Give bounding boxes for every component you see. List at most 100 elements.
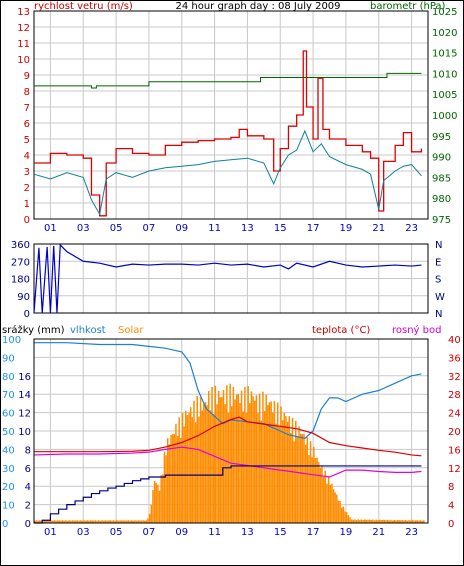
solar-bar xyxy=(68,520,70,523)
tick-label: 24 xyxy=(448,409,461,420)
solar-bar xyxy=(166,438,169,523)
solar-bar xyxy=(71,520,74,523)
plot-frame xyxy=(33,10,429,220)
solar-bar xyxy=(354,519,356,523)
solar-bar xyxy=(244,386,246,523)
right-axis-label: barometr (hPa) xyxy=(370,1,446,12)
tick-label: 70 xyxy=(2,390,15,401)
solar-bar xyxy=(98,520,100,523)
solar-bar xyxy=(311,457,313,523)
solar-bar xyxy=(48,520,51,523)
solar-bar xyxy=(206,405,208,523)
solar-bar xyxy=(344,511,346,523)
solar-bar xyxy=(234,399,236,523)
solar-bar xyxy=(204,401,207,523)
solar-bar xyxy=(250,391,253,523)
tick-label: 100 xyxy=(2,335,21,346)
solar-bar xyxy=(81,520,84,523)
solar-bar xyxy=(247,386,249,523)
solar-bar xyxy=(418,520,420,523)
solar-bar xyxy=(111,520,113,523)
solar-bar xyxy=(185,410,187,523)
rain-label: srážky (mm) xyxy=(2,324,65,336)
solar-bar xyxy=(314,458,317,523)
solar-bar xyxy=(84,520,87,523)
series-humidity xyxy=(34,342,422,440)
tick-label: 36 xyxy=(448,353,461,364)
solar-bar xyxy=(409,520,412,523)
solar-bar xyxy=(175,423,177,523)
series-pressure xyxy=(34,72,422,89)
solar-bar xyxy=(237,394,240,523)
tick-label: 15 xyxy=(274,527,287,538)
solar-bar xyxy=(337,500,340,523)
solar-bar xyxy=(168,444,171,523)
left-axis-label: rychlost vetru (m/s) xyxy=(34,1,133,12)
solar-bar xyxy=(368,519,371,523)
solar-bar xyxy=(178,417,180,523)
solar-bar xyxy=(362,519,364,523)
solar-bar xyxy=(340,507,343,523)
solar-bar xyxy=(326,483,328,523)
solar-bar xyxy=(386,519,389,523)
tick-label: 01 xyxy=(44,527,57,538)
tick-label: 1010 xyxy=(432,69,457,80)
solar-bar xyxy=(270,401,272,523)
solar-bar xyxy=(203,404,205,523)
solar-bar xyxy=(239,403,241,523)
solar-bar xyxy=(257,413,259,523)
tick-label: 360 xyxy=(11,240,30,251)
tick-label: 4 xyxy=(25,482,31,493)
tick-label: 7 xyxy=(24,103,30,114)
series-rain xyxy=(34,465,422,524)
solar-bar xyxy=(278,425,281,523)
tick-label: 12 xyxy=(17,23,30,34)
solar-bar xyxy=(83,520,85,523)
solar-bar xyxy=(219,397,222,523)
tick-label: 07 xyxy=(143,223,156,234)
solar-bar xyxy=(43,520,46,523)
solar-bar xyxy=(352,519,354,523)
tick-label: 1015 xyxy=(432,49,457,60)
solar-bar xyxy=(382,519,384,523)
solar-bar xyxy=(421,520,423,523)
tick-label: 13 xyxy=(17,7,30,18)
solar-bar xyxy=(403,520,405,523)
tick-label: 19 xyxy=(340,223,353,234)
solar-bar xyxy=(229,383,231,523)
tick-label: 20 xyxy=(448,427,461,438)
solar-bar xyxy=(173,434,176,523)
solar-bar xyxy=(281,420,284,523)
solar-bar xyxy=(303,433,305,523)
tick-label: 10 xyxy=(2,501,15,512)
solar-bar xyxy=(316,457,318,523)
solar-bar xyxy=(398,520,400,523)
solar-bar xyxy=(405,520,407,523)
solar-label: Solar xyxy=(118,325,144,336)
solar-bar xyxy=(38,520,41,523)
solar-bar xyxy=(130,520,133,523)
solar-bar xyxy=(359,520,361,523)
tick-label: 0 xyxy=(448,519,454,530)
solar-bar xyxy=(396,520,399,523)
tick-label: 8 xyxy=(25,445,31,456)
solar-bar xyxy=(60,520,62,523)
solar-bar xyxy=(89,520,92,523)
tick-label: 01 xyxy=(44,223,57,234)
solar-bar xyxy=(216,404,218,523)
solar-bar xyxy=(224,404,226,523)
tick-label: 10 xyxy=(18,427,31,438)
solar-bar xyxy=(411,520,414,523)
solar-bar xyxy=(324,470,327,523)
tick-label: 23 xyxy=(405,527,418,538)
solar-bar xyxy=(322,476,325,523)
tick-label: 2 xyxy=(25,501,31,512)
tick-label: 8 xyxy=(448,482,454,493)
tick-label: 03 xyxy=(77,223,90,234)
solar-bar xyxy=(79,520,82,523)
solar-bar xyxy=(280,406,282,523)
solar-bar xyxy=(383,519,386,523)
tick-label: 40 xyxy=(2,445,15,456)
solar-bar xyxy=(40,520,43,523)
tick-label: 8 xyxy=(24,87,30,98)
